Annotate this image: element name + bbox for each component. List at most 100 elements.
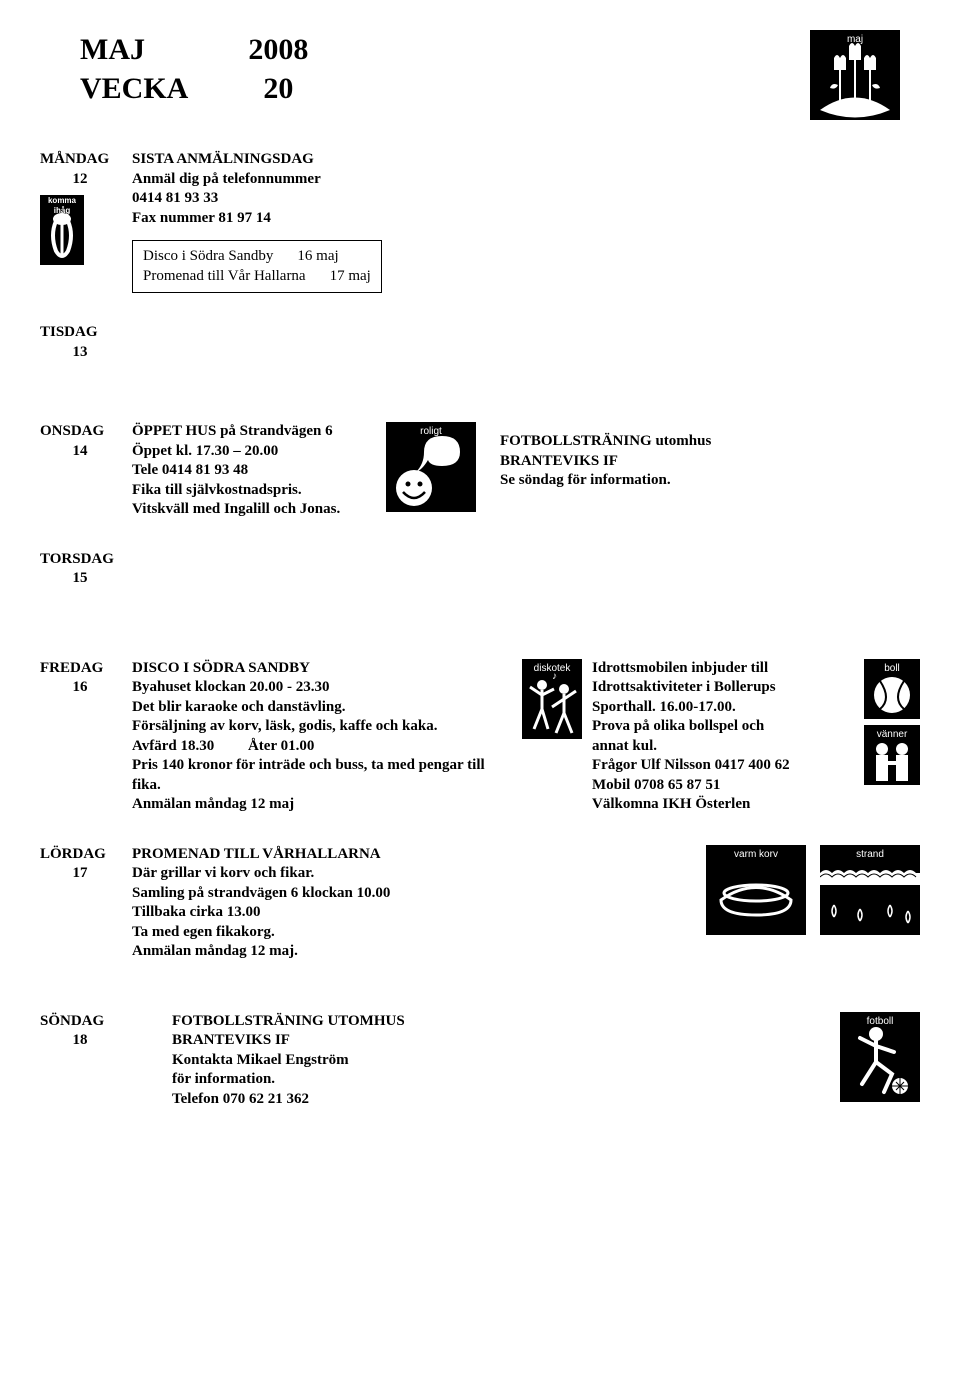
fri-content: DISCO I SÖDRA SANDBY Byahuset klockan 20… (132, 659, 920, 815)
beach-icon: strand (820, 845, 920, 935)
mon-l3: Fax nummer 81 97 14 (132, 209, 920, 229)
picto-caption: fotboll (840, 1015, 920, 1028)
sat-t2: Där grillar vi korv och fikar. (132, 864, 492, 884)
fri-r7: Mobil 0708 65 87 51 (592, 776, 854, 796)
sat-t1: PROMENAD TILL VÅRHALLARNA (132, 845, 492, 865)
fri-r6: Frågor Ulf Nilsson 0417 400 62 (592, 756, 854, 776)
sat-t3: Samling på strandvägen 6 klockan 10.00 (132, 884, 492, 904)
wed-r3: Se söndag för information. (500, 471, 920, 491)
wed-t1: ÖPPET HUS på Strandvägen 6 (132, 422, 362, 442)
day-label-sun: SÖNDAG 18 (40, 1012, 120, 1051)
sun-t4: för information. (172, 1070, 810, 1090)
fri-r8: Välkomna IKH Österlen (592, 795, 854, 815)
picto-caption: vänner (864, 728, 920, 741)
picto-caption: varm korv (706, 848, 806, 861)
day-label-fri: FREDAG 16 (40, 659, 120, 698)
football-icon: fotboll (840, 1012, 920, 1102)
day-num: 18 (40, 1031, 120, 1051)
picto-caption: strand (820, 848, 920, 861)
wed-r2: BRANTEVIKS IF (500, 452, 920, 472)
mon-box: Disco i Södra Sandby 16 maj Promenad til… (132, 240, 382, 293)
fri-t5b: Åter 01.00 (248, 738, 314, 754)
sat-t5: Ta med egen fikakorg. (132, 923, 492, 943)
friends-icon: vänner (864, 725, 920, 785)
fri-t7: Anmälan måndag 12 maj (132, 795, 512, 815)
picto-caption: roligt (386, 425, 476, 438)
sat-content: PROMENAD TILL VÅRHALLARNA Där grillar vi… (132, 845, 920, 962)
fri-t1: DISCO I SÖDRA SANDBY (132, 659, 512, 679)
fri-r2: Idrottsaktiviteter i Bollerups (592, 678, 854, 698)
month-label: MAJ (80, 30, 188, 69)
day-num: 16 (40, 678, 120, 698)
wed-t5: Vitskväll med Ingalill och Jonas. (132, 500, 362, 520)
sun-t1: FOTBOLLSTRÄNING UTOMHUS (172, 1012, 810, 1032)
fri-t2: Byahuset klockan 20.00 - 23.30 (132, 678, 512, 698)
sat-t4: Tillbaka cirka 13.00 (132, 903, 492, 923)
hotdog-icon: varm korv (706, 845, 806, 935)
day-num: 17 (40, 864, 120, 884)
vecka-label: VECKA (80, 69, 188, 108)
day-name: FREDAG (40, 660, 103, 676)
wed-t2: Öppet kl. 17.30 – 20.00 (132, 442, 362, 462)
fri-t3: Det blir karaoke och danstävling. (132, 698, 512, 718)
fun-face-icon: roligt (386, 422, 476, 512)
wed-content: ÖPPET HUS på Strandvägen 6 Öppet kl. 17.… (132, 422, 920, 520)
day-label-thu: TORSDAG 15 (40, 550, 120, 589)
remember-icon: komma ihåg (40, 195, 84, 265)
box-l2b: 17 maj (330, 267, 371, 287)
maj-flowers-icon: maj (810, 30, 900, 120)
day-name: SÖNDAG (40, 1013, 104, 1029)
year-label: 2008 (248, 30, 308, 69)
wed-t4: Fika till självkostnadspris. (132, 481, 362, 501)
fri-r3: Sporthall. 16.00-17.00. (592, 698, 854, 718)
box-l2a: Promenad till Vår Hallarna (143, 267, 306, 287)
fri-t6: Pris 140 kronor för inträde och buss, ta… (132, 756, 512, 795)
fri-t4: Försäljning av korv, läsk, godis, kaffe … (132, 717, 512, 737)
box-l1b: 16 maj (297, 247, 338, 267)
picto-caption: maj (810, 33, 900, 46)
header-row: MAJ VECKA 2008 20 maj (40, 30, 920, 120)
saturday-row: LÖRDAG 17 PROMENAD TILL VÅRHALLARNA Där … (40, 845, 920, 962)
ball-icon: boll (864, 659, 920, 719)
monday-row: MÅNDAG 12 komma ihåg SISTA ANMÄLNINGSDAG… (40, 150, 920, 293)
mon-content: SISTA ANMÄLNINGSDAG Anmäl dig på telefon… (132, 150, 920, 293)
day-name: ONSDAG (40, 423, 104, 439)
day-label-tue: TISDAG 13 (40, 323, 120, 362)
picto-caption: diskotek (522, 662, 582, 675)
sun-content: FOTBOLLSTRÄNING UTOMHUS BRANTEVIKS IF Ko… (132, 1012, 920, 1110)
wed-t3: Tele 0414 81 93 48 (132, 461, 362, 481)
day-label-mon: MÅNDAG 12 komma ihåg (40, 150, 120, 265)
day-label-wed: ONSDAG 14 (40, 422, 120, 461)
day-name: TORSDAG (40, 551, 114, 567)
fri-r4: Prova på olika bollspel och (592, 717, 854, 737)
day-name: TISDAG (40, 324, 98, 340)
sat-t6: Anmälan måndag 12 maj. (132, 942, 492, 962)
mon-l2: 0414 81 93 33 (132, 189, 920, 209)
day-num: 15 (40, 569, 120, 589)
day-num: 12 (40, 170, 120, 190)
day-label-sat: LÖRDAG 17 (40, 845, 120, 884)
sun-t3: Kontakta Mikael Engström (172, 1051, 810, 1071)
fri-r1: Idrottsmobilen inbjuder till (592, 659, 854, 679)
picto-caption: komma ihåg (40, 196, 84, 217)
fri-t5a: Avfärd 18.30 (132, 738, 214, 754)
day-name: MÅNDAG (40, 151, 109, 167)
day-num: 13 (40, 343, 120, 363)
thursday-row: TORSDAG 15 (40, 550, 920, 589)
week-number: 20 (263, 69, 293, 108)
box-l1a: Disco i Södra Sandby (143, 247, 273, 267)
sun-t2: BRANTEVIKS IF (172, 1031, 810, 1051)
disco-icon: diskotek ♪ (522, 659, 582, 739)
mon-title: SISTA ANMÄLNINGSDAG (132, 150, 920, 170)
wednesday-row: ONSDAG 14 ÖPPET HUS på Strandvägen 6 Öpp… (40, 422, 920, 520)
picto-caption: boll (864, 662, 920, 675)
sun-t5: Telefon 070 62 21 362 (172, 1090, 810, 1110)
tuesday-row: TISDAG 13 (40, 323, 920, 362)
day-num: 14 (40, 442, 120, 462)
mon-l1: Anmäl dig på telefonnummer (132, 170, 920, 190)
title-block: MAJ VECKA 2008 20 (40, 30, 308, 108)
friday-row: FREDAG 16 DISCO I SÖDRA SANDBY Byahuset … (40, 659, 920, 815)
wed-r1: FOTBOLLSTRÄNING utomhus (500, 432, 920, 452)
day-name: LÖRDAG (40, 846, 106, 862)
fri-r5: annat kul. (592, 737, 854, 757)
